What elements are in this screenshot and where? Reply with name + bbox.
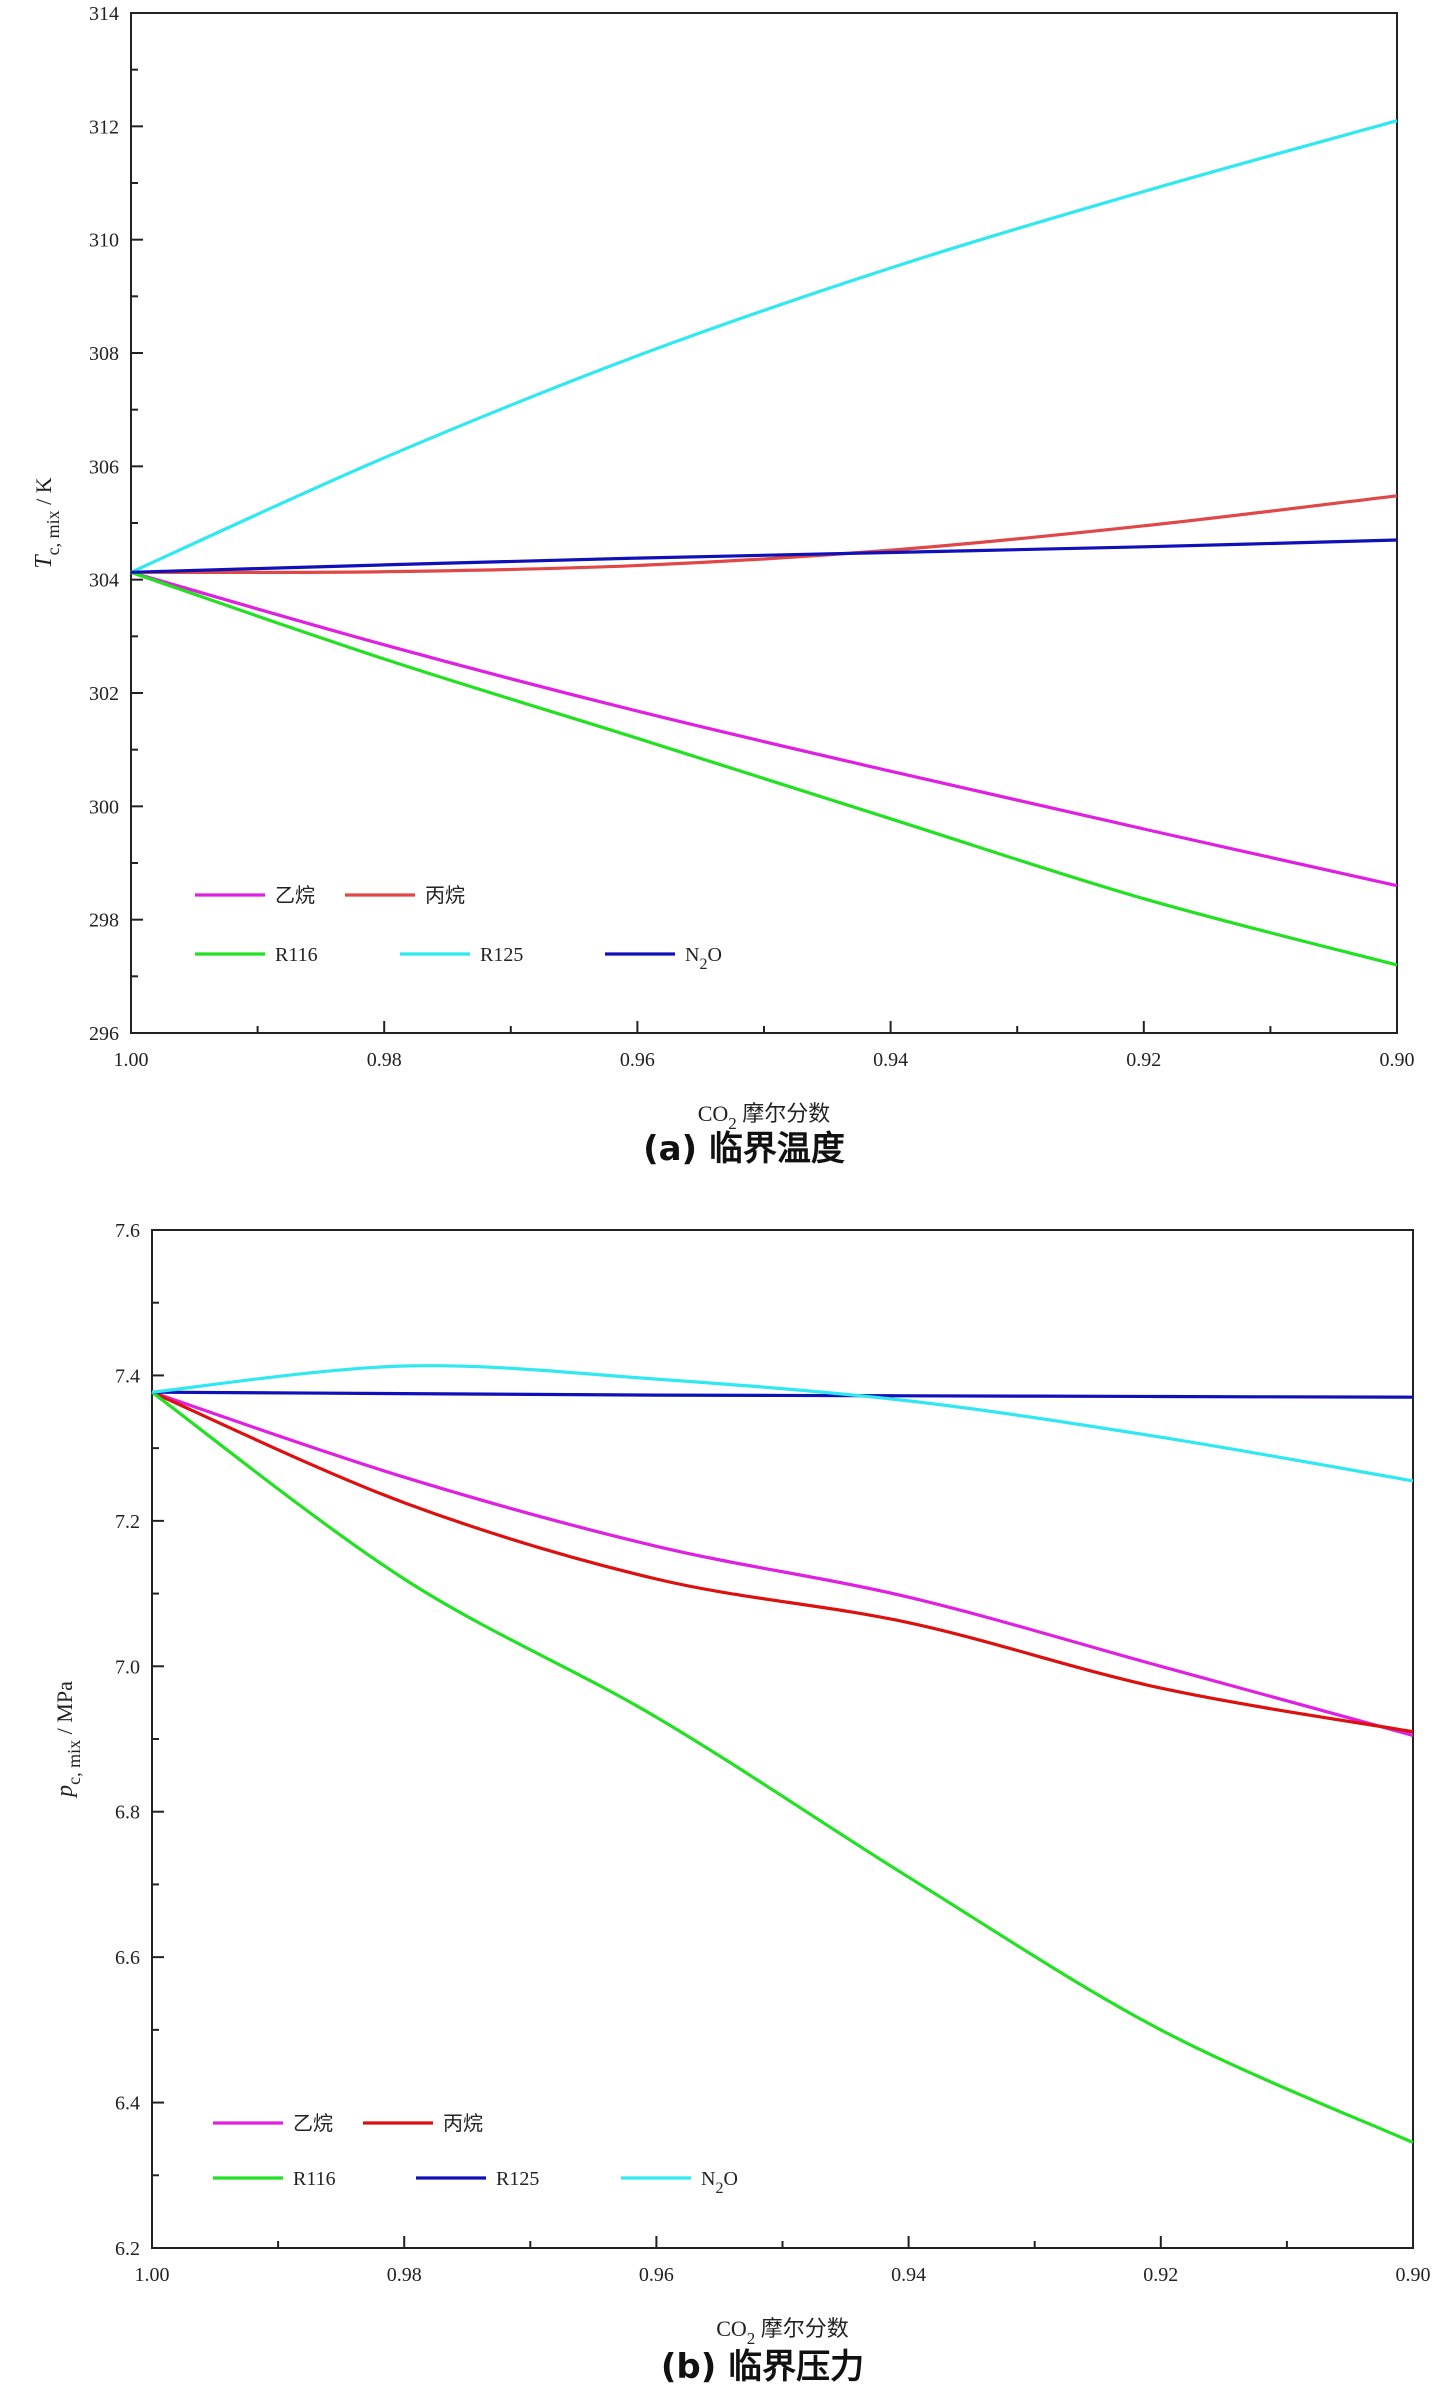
- x-tick-label: 0.94: [891, 2264, 926, 2286]
- legend-label: N2O: [685, 944, 722, 973]
- chart-caption: (a) 临界温度: [643, 1129, 845, 1169]
- series-line-乙烷: [130, 570, 1398, 888]
- legend-item: R125: [400, 944, 523, 966]
- y-tick-label: 7.4: [115, 1365, 140, 1387]
- y-tick-label: 314: [89, 3, 119, 25]
- legend-item: 乙烷: [213, 2112, 333, 2135]
- x-tick-label: 0.98: [367, 1049, 402, 1071]
- legend-item: N2O: [605, 944, 722, 973]
- legend-label: 乙烷: [275, 884, 315, 907]
- series-line-r116: [151, 1390, 1414, 2145]
- x-tick-label: 1.00: [114, 1049, 149, 1071]
- series-line-丙烷: [151, 1390, 1414, 1734]
- y-axis-title: pc, mix / MPa: [52, 1681, 84, 1799]
- x-tick-label: 0.96: [620, 1049, 655, 1071]
- legend-item: N2O: [621, 2168, 738, 2197]
- chart-b: 1.00 0.98 0.96 0.94 0.92 0.90 6.2 6.4 6.6 6.8 7.0 7…: [52, 1220, 1431, 2387]
- x-axis-title: CO2 摩尔分数: [698, 1101, 831, 1133]
- y-tick-label: 300: [89, 796, 119, 818]
- legend-label: 丙烷: [425, 884, 465, 907]
- plot-frame: [130, 12, 1398, 1034]
- x-tick-label: 0.90: [1380, 1049, 1415, 1071]
- legend-item: R116: [195, 944, 318, 966]
- y-tick-label: 296: [89, 1023, 119, 1045]
- y-tick-label: 312: [89, 116, 119, 138]
- legend-label: R116: [293, 2168, 336, 2190]
- y-tick-label: 7.0: [115, 1656, 140, 1678]
- y-tick-label: 310: [89, 230, 119, 252]
- y-axis-title: Tc, mix / K: [31, 477, 63, 568]
- x-tick-label: 0.92: [1126, 1049, 1161, 1071]
- legend-label: 丙烷: [443, 2112, 483, 2135]
- plot-frame: [151, 1229, 1414, 2249]
- series-line-丙烷: [130, 494, 1398, 575]
- y-tick-label: 308: [89, 343, 119, 365]
- legend-item: 乙烷: [195, 884, 315, 907]
- y-tick-label: 6.4: [115, 2093, 140, 2115]
- y-tick-label: 7.2: [115, 1511, 140, 1533]
- y-tick-label: 6.8: [115, 1802, 140, 1824]
- legend-item: 丙烷: [363, 2112, 483, 2135]
- legend-label: 乙烷: [293, 2112, 333, 2135]
- y-tick-label: 6.6: [115, 1947, 140, 1969]
- series-line-n2o: [151, 1364, 1414, 1483]
- y-tick-label: 302: [89, 683, 119, 705]
- legend-label: R125: [496, 2168, 539, 2190]
- x-tick-label: 0.92: [1143, 2264, 1178, 2286]
- series-line-r125: [151, 1390, 1414, 1399]
- x-axis-title: CO2 摩尔分数: [716, 2316, 849, 2348]
- y-tick-label: 306: [89, 456, 119, 478]
- series-line-乙烷: [151, 1390, 1414, 1737]
- chart-a: 1.00 0.98 0.96 0.94 0.92 0.90 296 298 300 302 304 3…: [31, 3, 1415, 1169]
- legend-item: R125: [416, 2168, 539, 2190]
- y-tick-label: 6.2: [115, 2238, 140, 2260]
- legend-item: R116: [213, 2168, 336, 2190]
- x-tick-label: 1.00: [135, 2264, 170, 2286]
- chart-caption: (b) 临界压力: [661, 2347, 864, 2387]
- legend-label: R125: [480, 944, 523, 966]
- x-tick-label: 0.94: [873, 1049, 908, 1071]
- series-line-r116: [130, 570, 1398, 967]
- series-line-n2o: [130, 538, 1398, 574]
- y-tick-label: 304: [89, 570, 119, 592]
- x-tick-label: 0.98: [387, 2264, 422, 2286]
- legend-label: N2O: [701, 2168, 738, 2197]
- x-tick-label: 0.90: [1396, 2264, 1431, 2286]
- series-line-r125: [130, 119, 1398, 574]
- legend-label: R116: [275, 944, 318, 966]
- y-tick-label: 298: [89, 910, 119, 932]
- y-tick-label: 7.6: [115, 1220, 140, 1242]
- legend-item: 丙烷: [345, 884, 465, 907]
- x-tick-label: 0.96: [639, 2264, 674, 2286]
